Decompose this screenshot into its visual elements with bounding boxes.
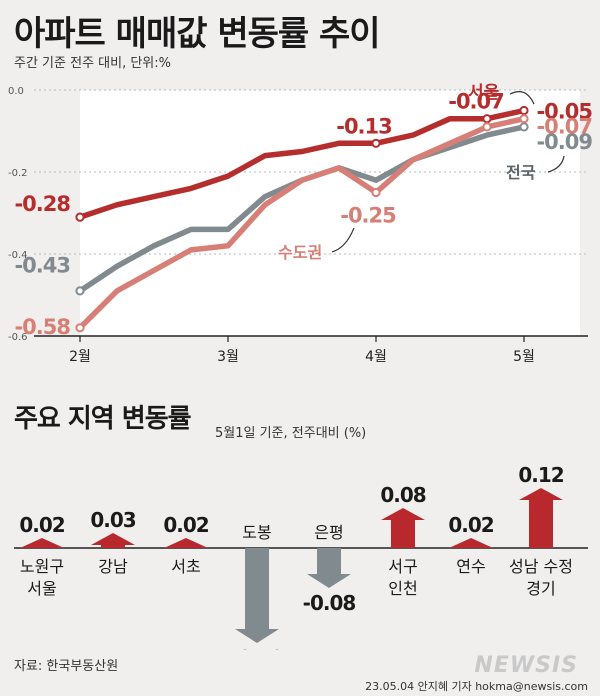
data-label: -0.07 <box>448 90 504 114</box>
bar-value-label: 0.03 <box>90 508 135 532</box>
bar-value-label: 0.08 <box>380 483 425 507</box>
x-tick-label: 2월 <box>69 349 91 365</box>
y-tick-label: -0.4 <box>8 250 28 261</box>
line-chart: 0.0 -0.2 -0.4 -0.6 2월 3월 4월 5월 -0.28 -0.43 -0.58 -0… <box>8 83 593 365</box>
bar-category-label: 노원구 <box>20 557 64 576</box>
data-point <box>75 286 85 296</box>
bar-강남 <box>91 533 135 548</box>
data-label: -0.09 <box>536 130 592 154</box>
y-tick-label: -0.6 <box>8 332 28 343</box>
data-label: -0.43 <box>14 253 70 277</box>
bar-도봉 <box>235 548 279 643</box>
bar-category-label: 성남 수정 <box>509 557 573 576</box>
series-line-서울 <box>77 107 527 220</box>
data-point <box>75 212 85 222</box>
bar-value-label: -0.08 <box>303 591 356 615</box>
bar-value-label: 0.02 <box>163 513 208 537</box>
data-point <box>482 114 492 124</box>
data-point <box>519 114 529 124</box>
data-label: -0.28 <box>14 192 70 216</box>
bar-chart-title: 주요 지역 변동률 <box>14 404 192 434</box>
data-label: -0.05 <box>536 100 592 124</box>
bar-category-label: 서구 <box>388 557 417 576</box>
bar-value-label: 0.02 <box>448 513 493 537</box>
bar-서초 <box>164 538 208 548</box>
bar-category-label: 은평 <box>314 523 343 542</box>
byline: 23.05.04 안지혜 기자 hokma@newsis.com <box>365 680 588 693</box>
data-point <box>371 187 381 198</box>
bar-category-label: 도봉 <box>242 523 271 542</box>
region-group-label: 경기 <box>526 579 555 598</box>
bar-연수 <box>449 538 493 548</box>
bar-성남 수정 <box>519 488 563 548</box>
bar-은평 <box>307 548 351 588</box>
callout-seoul: 서울 <box>468 83 500 103</box>
series-line-수도권 <box>77 115 527 331</box>
newsis-watermark: NEWSIS <box>474 653 578 678</box>
data-point <box>519 105 529 116</box>
y-tick-label: 0.0 <box>8 86 24 97</box>
data-label: -0.07 <box>536 115 592 139</box>
callout-national: 전국 <box>506 163 536 182</box>
bar-노원구 <box>20 538 64 548</box>
data-point <box>75 323 85 333</box>
bar-category-label: 연수 <box>456 557 485 576</box>
callout-arrow <box>547 155 565 173</box>
data-point <box>482 122 492 132</box>
x-tick-label: 4월 <box>365 349 387 365</box>
callout-arrow <box>509 91 535 105</box>
data-point <box>519 122 529 132</box>
bar-chart-subtitle: 5월1일 기준, 전주대비 (%) <box>215 426 367 441</box>
data-label: -0.58 <box>14 315 70 339</box>
bar-value-label: 0.02 <box>19 513 64 537</box>
data-label: -0.25 <box>340 204 396 228</box>
chart-title: 아파트 매매값 변동률 추이 <box>14 14 381 54</box>
bar-value-label: -0.19 <box>231 646 284 650</box>
callout-metro: 수도권 <box>278 243 322 262</box>
chart-subtitle: 주간 기준 전주 대비, 단위:% <box>14 56 171 71</box>
bar-category-label: 서초 <box>171 557 200 576</box>
data-point <box>371 138 381 148</box>
region-group-label: 서울 <box>27 579 56 598</box>
bar-서구 <box>381 508 425 548</box>
bar-category-label: 강남 <box>98 557 128 576</box>
data-label: -0.13 <box>336 114 392 138</box>
source-note: 자료: 한국부동산원 <box>14 659 119 674</box>
callout-arrow <box>331 227 355 253</box>
bar-value-label: 0.12 <box>518 463 563 487</box>
x-tick-label: 5월 <box>513 349 535 365</box>
plot-background <box>80 90 580 336</box>
y-tick-label: -0.2 <box>8 168 28 179</box>
region-group-label: 인천 <box>388 579 417 598</box>
x-tick-label: 3월 <box>217 349 239 365</box>
